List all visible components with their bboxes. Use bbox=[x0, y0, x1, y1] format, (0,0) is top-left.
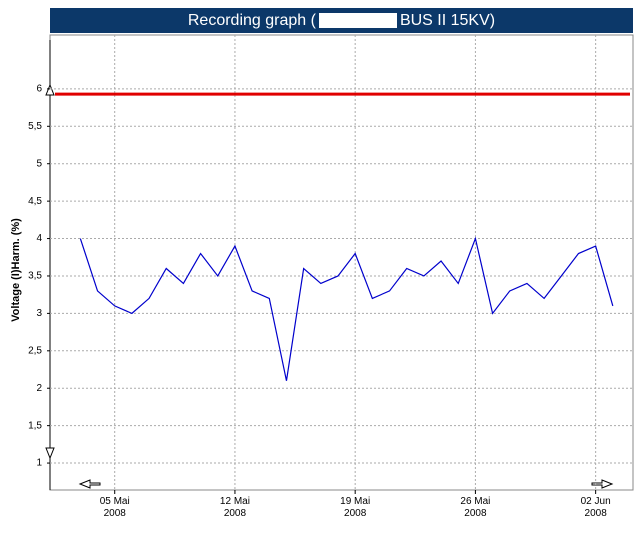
y-tick-label: 2 bbox=[36, 383, 42, 394]
y-tick-label: 4,5 bbox=[28, 196, 42, 207]
y-tick-label: 2,5 bbox=[28, 345, 42, 356]
y-tick-label: 3 bbox=[36, 308, 42, 319]
plot-frame bbox=[49, 34, 634, 491]
chart-title: Recording graph ( bbox=[187, 11, 316, 29]
y-tick-label: 1 bbox=[36, 458, 42, 469]
title-bar: Recording graph ( BUS II 15KV) bbox=[50, 8, 633, 33]
y-tick-label: 5,5 bbox=[28, 121, 42, 132]
y-axis-label: Voltage (I)Harm. (%) bbox=[10, 218, 22, 322]
series-line bbox=[79, 236, 614, 381]
x-tick-label: 19 Mai 2008 bbox=[340, 496, 371, 519]
y-tick-label: 5 bbox=[36, 158, 42, 169]
x-tick-label: 02 Jun 2008 bbox=[580, 496, 611, 519]
x-tick-label: 05 Mai 2008 bbox=[99, 496, 130, 519]
y-arrow bbox=[45, 83, 55, 96]
y-tick-label: 6 bbox=[36, 84, 42, 95]
y-arrow bbox=[45, 447, 55, 460]
redaction bbox=[318, 13, 397, 28]
chart-title: BUS II 15KV) bbox=[399, 11, 496, 29]
x-tick-label: 26 Mai 2008 bbox=[460, 496, 491, 519]
x-arrow bbox=[591, 479, 614, 489]
y-tick-label: 4 bbox=[36, 233, 42, 244]
y-tick-label: 1,5 bbox=[28, 420, 42, 431]
x-tick-label: 12 Mai 2008 bbox=[219, 496, 250, 519]
x-arrow bbox=[78, 479, 101, 489]
y-tick-label: 3,5 bbox=[28, 271, 42, 282]
